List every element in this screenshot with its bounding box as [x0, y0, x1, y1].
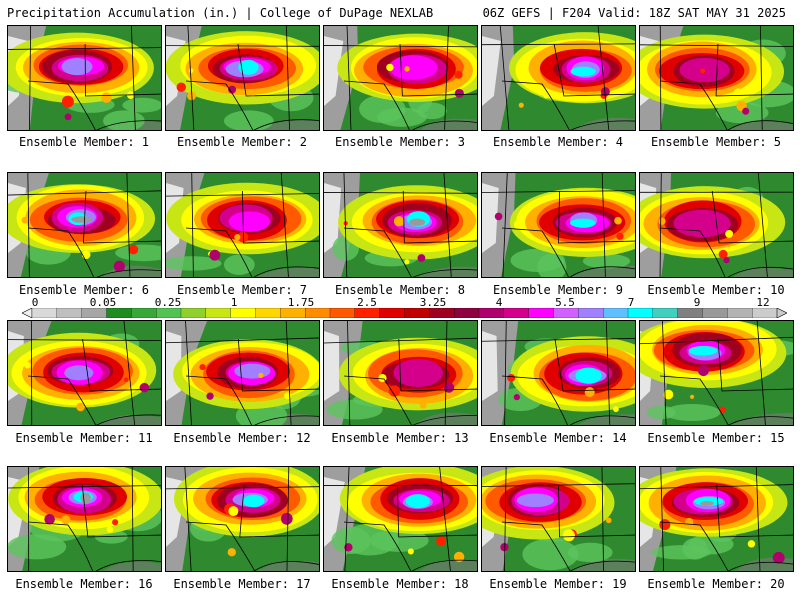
- colorbar-tick-label: 7: [627, 296, 635, 309]
- ensemble-member-label: Ensemble Member: 16: [15, 577, 153, 591]
- ensemble-member-map: [7, 25, 162, 131]
- ensemble-member-label: Ensemble Member: 8: [334, 283, 466, 297]
- colorbar-swatch: [156, 308, 182, 318]
- ensemble-member-map: [165, 320, 320, 426]
- ensemble-member-label: Ensemble Member: 19: [489, 577, 627, 591]
- colorbar-swatch: [56, 308, 83, 318]
- ensemble-member-map: [481, 172, 636, 278]
- ensemble-member-map: [639, 172, 794, 278]
- colorbar-swatch: [255, 308, 281, 318]
- colorbar-swatch: [578, 308, 604, 318]
- run-info: 06Z GEFS | F204 Valid: 18Z SAT MAY 31 20…: [482, 6, 786, 20]
- ensemble-member-label: Ensemble Member: 14: [489, 431, 627, 445]
- colorbar-swatch: [81, 308, 107, 318]
- ensemble-member-map: [481, 25, 636, 131]
- colorbar-swatch: [752, 308, 778, 318]
- ensemble-member-map: [481, 320, 636, 426]
- colorbar-swatch: [603, 308, 629, 318]
- ensemble-member-label: Ensemble Member: 6: [18, 283, 150, 297]
- ensemble-member-map: [323, 172, 478, 278]
- colorbar-swatch: [528, 308, 554, 318]
- ensemble-member-label: Ensemble Member: 18: [331, 577, 469, 591]
- colorbar-swatch: [627, 308, 654, 318]
- ensemble-member-map: [165, 172, 320, 278]
- ensemble-member-map: [323, 25, 478, 131]
- ensemble-member-label: Ensemble Member: 7: [176, 283, 308, 297]
- colorbar-tick-label: 0.05: [89, 296, 117, 309]
- ensemble-member-map: [481, 466, 636, 572]
- ensemble-member-map: [639, 320, 794, 426]
- ensemble-member-label: Ensemble Member: 12: [173, 431, 311, 445]
- ensemble-member-map: [639, 466, 794, 572]
- ensemble-member-map: [7, 172, 162, 278]
- colorbar-swatch: [131, 308, 157, 318]
- colorbar-swatch: [280, 308, 306, 318]
- colorbar: [22, 308, 787, 318]
- colorbar-tick-label: 1.75: [287, 296, 315, 309]
- colorbar-tick-label: 9: [693, 296, 701, 309]
- colorbar-swatch: [354, 308, 381, 318]
- map-title: Precipitation Accumulation (in.) | Colle…: [7, 6, 434, 20]
- ensemble-member-label: Ensemble Member: 11: [15, 431, 153, 445]
- colorbar-swatch: [329, 308, 356, 318]
- colorbar-swatch: [230, 308, 256, 318]
- colorbar-swatch: [429, 308, 455, 318]
- colorbar-swatch: [652, 308, 679, 318]
- colorbar-swatch: [503, 308, 530, 318]
- colorbar-tick-label: 5.5: [555, 296, 575, 309]
- ensemble-member-label: Ensemble Member: 10: [647, 283, 785, 297]
- colorbar-swatch: [727, 308, 753, 318]
- ensemble-member-label: Ensemble Member: 4: [492, 135, 624, 149]
- colorbar-max-arrow: [776, 308, 787, 318]
- colorbar-swatch: [553, 308, 579, 318]
- ensemble-member-label: Ensemble Member: 20: [647, 577, 785, 591]
- ensemble-member-map: [323, 320, 478, 426]
- colorbar-swatch: [305, 308, 331, 318]
- colorbar-swatch: [106, 308, 132, 318]
- colorbar-swatch: [702, 308, 728, 318]
- ensemble-member-label: Ensemble Member: 15: [647, 431, 785, 445]
- ensemble-member-map: [7, 320, 162, 426]
- colorbar-tick-label: 12: [756, 296, 770, 309]
- ensemble-member-label: Ensemble Member: 5: [650, 135, 782, 149]
- colorbar-min-arrow: [22, 308, 33, 318]
- ensemble-member-label: Ensemble Member: 9: [492, 283, 624, 297]
- colorbar-tick-label: 0.25: [154, 296, 182, 309]
- colorbar-swatch: [205, 308, 232, 318]
- colorbar-swatch: [31, 308, 58, 318]
- colorbar-tick-label: 0: [31, 296, 39, 309]
- ensemble-member-map: [7, 466, 162, 572]
- ensemble-member-map: [165, 25, 320, 131]
- colorbar-tick-label: 4: [495, 296, 503, 309]
- ensemble-member-label: Ensemble Member: 3: [334, 135, 466, 149]
- colorbar-swatch: [677, 308, 703, 318]
- ensemble-member-map: [323, 466, 478, 572]
- ensemble-member-map: [165, 466, 320, 572]
- ensemble-member-label: Ensemble Member: 17: [173, 577, 311, 591]
- ensemble-member-label: Ensemble Member: 1: [18, 135, 150, 149]
- colorbar-tick-label: 1: [230, 296, 238, 309]
- colorbar-swatch: [478, 308, 505, 318]
- ensemble-member-label: Ensemble Member: 13: [331, 431, 469, 445]
- colorbar-swatch: [454, 308, 480, 318]
- ensemble-member-map: [639, 25, 794, 131]
- colorbar-swatch: [180, 308, 207, 318]
- colorbar-swatch: [404, 308, 430, 318]
- colorbar-swatch: [379, 308, 405, 318]
- colorbar-tick-label: 2.5: [357, 296, 377, 309]
- ensemble-member-label: Ensemble Member: 2: [176, 135, 308, 149]
- colorbar-tick-label: 3.25: [419, 296, 447, 309]
